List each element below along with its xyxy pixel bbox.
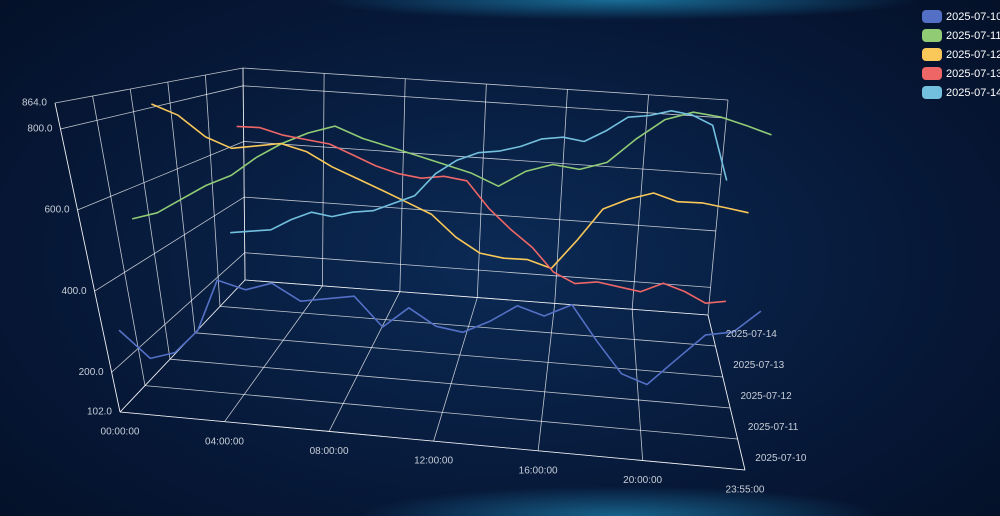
y-tick-label: 800.0 — [27, 124, 52, 135]
depth-tick-label: 2025-07-13 — [733, 360, 785, 371]
depth-tick-label: 2025-07-14 — [726, 329, 778, 340]
y-tick-label: 864.0 — [22, 98, 47, 109]
series-line — [236, 125, 726, 304]
legend-swatch — [922, 48, 942, 61]
legend-label: 2025-07-13 — [946, 68, 1000, 80]
grid — [54, 67, 746, 471]
series-line — [132, 111, 772, 220]
series-line — [118, 279, 762, 386]
legend-item[interactable]: 2025-07-14 — [922, 86, 1000, 99]
grid-line — [60, 85, 244, 130]
grid-line — [243, 85, 727, 119]
grid-line — [631, 309, 644, 461]
depth-grid-line — [129, 88, 171, 360]
grid-line — [242, 67, 246, 281]
depth-grid-line — [144, 385, 738, 440]
x-tick-label: 20:00:00 — [623, 475, 662, 486]
grid-line — [399, 78, 406, 292]
grid-line — [54, 67, 244, 104]
grid-line — [476, 84, 487, 298]
legend-item[interactable]: 2025-07-13 — [922, 67, 1000, 80]
x-tick-label: 23:55:00 — [726, 485, 765, 496]
lines — [118, 103, 772, 386]
depth-grid-line — [54, 102, 121, 413]
grid-line — [707, 314, 746, 471]
grid-line — [244, 196, 716, 232]
depth-grid-line — [92, 95, 146, 386]
legend-label: 2025-07-10 — [946, 11, 1000, 23]
grid-line — [554, 89, 568, 304]
depth-tick-label: 2025-07-11 — [748, 422, 799, 433]
grid-line — [244, 279, 709, 316]
x-tick-label: 16:00:00 — [519, 465, 558, 476]
grid-line — [111, 252, 246, 373]
series-line — [151, 103, 749, 270]
y-tick-label: 102.0 — [87, 407, 112, 418]
x-tick-label: 12:00:00 — [414, 456, 453, 467]
legend-label: 2025-07-14 — [946, 87, 1000, 99]
legend-swatch — [922, 10, 942, 23]
x-tick-label: 08:00:00 — [310, 446, 349, 457]
legend-item[interactable]: 2025-07-12 — [922, 48, 1000, 61]
depth-grid-line — [219, 306, 716, 347]
depth-grid-line — [194, 332, 723, 378]
legend-item[interactable]: 2025-07-11 — [922, 29, 1000, 42]
series-line — [230, 110, 728, 234]
depth-tick-label: 2025-07-12 — [741, 391, 793, 402]
grid-line — [244, 252, 711, 288]
grid-line — [242, 67, 729, 101]
legend-swatch — [922, 86, 942, 99]
grid-line — [94, 196, 245, 292]
grid-line — [243, 141, 722, 175]
grid-line — [77, 141, 244, 211]
legend-swatch — [922, 29, 942, 42]
legend-label: 2025-07-12 — [946, 49, 1000, 61]
legend: 2025-07-10 2025-07-11 2025-07-12 2025-07-13… — [922, 10, 1000, 99]
y-tick-label: 400.0 — [62, 286, 87, 297]
legend-item[interactable]: 2025-07-10 — [922, 10, 1000, 23]
legend-label: 2025-07-11 — [946, 30, 1000, 42]
x-tick-label: 00:00:00 — [101, 427, 140, 438]
y-tick-label: 200.0 — [79, 367, 104, 378]
grid-line — [537, 303, 556, 451]
depth-tick-label: 2025-07-10 — [755, 453, 807, 464]
labels: 00:00:00 04:00:00 08:00:00 12:00:00 16:00:00… — [22, 98, 807, 496]
grid-line — [631, 94, 649, 310]
y-tick-label: 600.0 — [44, 205, 69, 216]
depth-grid-line — [205, 74, 221, 307]
legend-swatch — [922, 67, 942, 80]
x-tick-label: 04:00:00 — [205, 436, 244, 447]
grid-line — [707, 99, 729, 316]
depth-grid-line — [167, 81, 196, 333]
grid-line — [433, 297, 478, 442]
grid-line — [224, 285, 323, 422]
grid-line — [322, 73, 325, 286]
depth-grid-line — [119, 411, 746, 471]
grid-line — [328, 291, 401, 432]
